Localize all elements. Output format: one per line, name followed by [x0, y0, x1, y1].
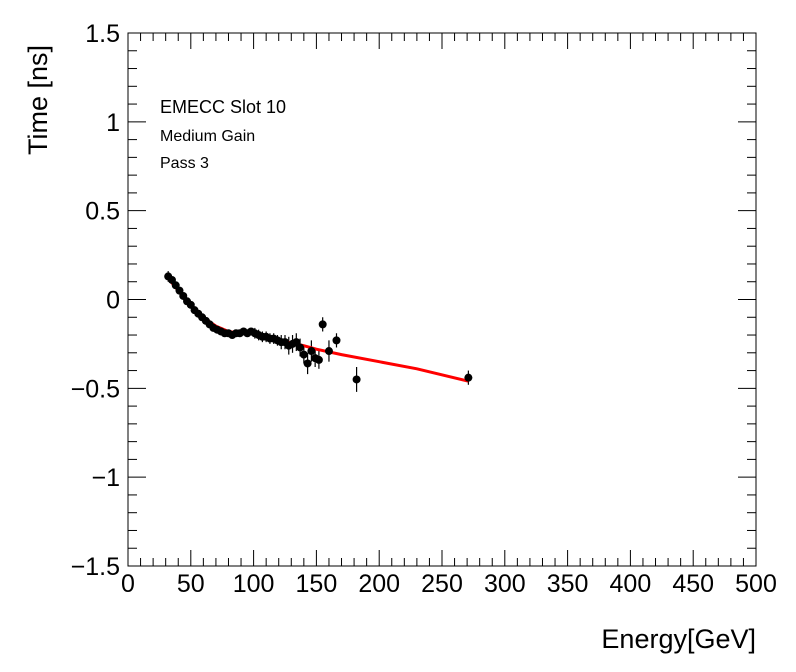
y-tick-label: −0.5 [71, 375, 120, 403]
annotation-pass: Pass 3 [160, 155, 209, 172]
x-axis-title: Energy[GeV] [601, 624, 756, 654]
y-tick-label: 0.5 [85, 198, 120, 226]
x-tick-label: 450 [672, 570, 714, 598]
x-tick-label: 500 [735, 570, 777, 598]
x-tick-label: 150 [296, 570, 338, 598]
data-point [464, 373, 473, 382]
x-tick-label: 0 [121, 570, 135, 598]
x-tick-label: 50 [177, 570, 205, 598]
data-point [296, 343, 305, 352]
annotation-slot: EMECC Slot 10 [160, 97, 286, 117]
y-tick-label: 1 [106, 109, 120, 137]
y-tick-label: −1.5 [71, 553, 120, 581]
axis-tick-labels: 0 50 100 150 200 250 300 350 400 450 500 −1.5 −1 −0.5… [71, 20, 777, 598]
data-markers [164, 272, 473, 384]
x-tick-label: 400 [610, 570, 652, 598]
data-point [324, 347, 333, 356]
x-tick-label: 100 [233, 570, 275, 598]
data-point [299, 350, 308, 359]
data-point [332, 336, 341, 345]
data-point [318, 320, 327, 329]
data-point [303, 359, 312, 368]
y-tick-label: 1.5 [85, 20, 120, 48]
data-point [307, 347, 316, 356]
x-tick-label: 350 [547, 570, 589, 598]
axis-ticks [127, 32, 757, 567]
annotation-gain: Medium Gain [160, 128, 255, 145]
y-tick-label: −1 [91, 464, 120, 492]
y-tick-label: 0 [106, 287, 120, 315]
x-tick-label: 200 [358, 570, 400, 598]
data-point [352, 375, 361, 384]
data-point [314, 355, 323, 364]
x-tick-label: 250 [421, 570, 463, 598]
y-axis-title: Time [ns] [23, 45, 53, 155]
x-tick-label: 300 [484, 570, 526, 598]
error-bars [165, 271, 472, 392]
